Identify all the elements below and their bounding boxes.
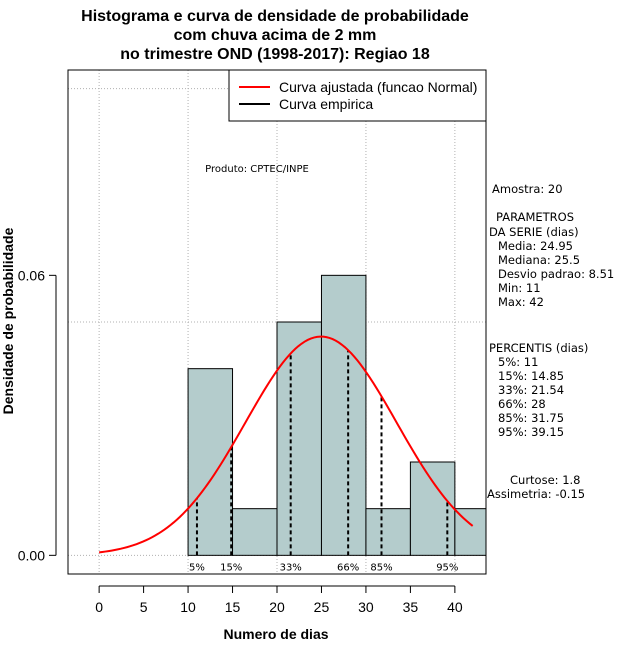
- x-tick-label: 25: [314, 599, 330, 615]
- x-tick-label: 20: [269, 599, 285, 615]
- percentile-label: 5%: [189, 562, 205, 573]
- percentil-15: 15%: 14.85: [498, 369, 564, 383]
- y-tick-label: 0.00: [18, 547, 45, 563]
- legend-label-normal: Curva ajustada (funcao Normal): [279, 79, 477, 95]
- stat-media: Media: 24.95: [498, 239, 573, 253]
- percentile-label: 33%: [280, 562, 302, 573]
- chart-title-line-3: no trimestre OND (1998-2017): Regiao 18: [120, 46, 430, 63]
- stat-assimetria: Assimetria: -0.15: [487, 487, 585, 501]
- histogram-bar: [276, 321, 322, 556]
- chart-title-line-2: com chuva acima de 2 mm: [174, 27, 377, 44]
- normal-curve-layer: [99, 335, 474, 554]
- percentile-lines: 5% 15% 33% 66% 85% 95%: [189, 350, 458, 573]
- x-tick-label: 30: [358, 599, 374, 615]
- histogram-bar: [320, 274, 367, 556]
- x-axis-title: Numero de dias: [223, 626, 328, 642]
- normal-curve: [99, 335, 474, 554]
- percentil-66: 66%: 28: [498, 397, 546, 411]
- x-tick-label: 15: [225, 599, 241, 615]
- sample-size: Amostra: 20: [492, 182, 563, 196]
- histogram-bars: [187, 274, 487, 556]
- stats-panel: Amostra: 20 PARAMETROS DA SERIE (dias) M…: [487, 182, 614, 501]
- percentil-95: 95%: 39.15: [498, 425, 564, 439]
- histogram-bar: [365, 508, 411, 556]
- stat-max: Max: 42: [498, 295, 544, 309]
- x-tick-label: 40: [447, 599, 463, 615]
- legend-box: [228, 69, 487, 122]
- percentile-label: 66%: [337, 562, 359, 573]
- y-tick-label: 0.06: [18, 267, 45, 283]
- percentis-header: PERCENTIS (dias): [489, 341, 588, 355]
- legend-label-empirical: Curva empirica: [279, 96, 373, 112]
- x-tick-label: 5: [140, 599, 148, 615]
- stat-desvio: Desvio padrao: 8.51: [498, 267, 614, 281]
- percentile-label: 15%: [220, 562, 242, 573]
- percentil-85: 85%: 31.75: [498, 411, 564, 425]
- stat-min: Min: 11: [498, 281, 541, 295]
- x-tick-label: 35: [403, 599, 419, 615]
- stat-mediana: Mediana: 25.5: [498, 253, 580, 267]
- params-subheader: DA SERIE (dias): [489, 225, 579, 239]
- percentile-label: 85%: [370, 562, 392, 573]
- product-label: Produto: CPTEC/INPE: [205, 164, 309, 175]
- legend: Curva ajustada (funcao Normal) Curva emp…: [228, 69, 487, 122]
- percentil-5: 5%: 11: [498, 355, 538, 369]
- stat-curtose: Curtose: 1.8: [510, 473, 580, 487]
- percentil-33: 33%: 21.54: [498, 383, 564, 397]
- chart-title-line-1: Histograma e curva de densidade de proba…: [81, 8, 469, 25]
- x-tick-label: 0: [95, 599, 103, 615]
- histogram-bar: [187, 368, 234, 556]
- histogram-bar: [454, 508, 487, 556]
- y-axis-title: Densidade de probabilidade: [0, 227, 16, 414]
- percentile-label: 95%: [436, 562, 458, 573]
- params-header: PARAMETROS: [496, 210, 574, 224]
- histogram-bar: [232, 508, 278, 556]
- x-tick-label: 10: [180, 599, 196, 615]
- axes: 0 5 10 15 20 25 30 35 40 0.00 0.06: [18, 267, 463, 615]
